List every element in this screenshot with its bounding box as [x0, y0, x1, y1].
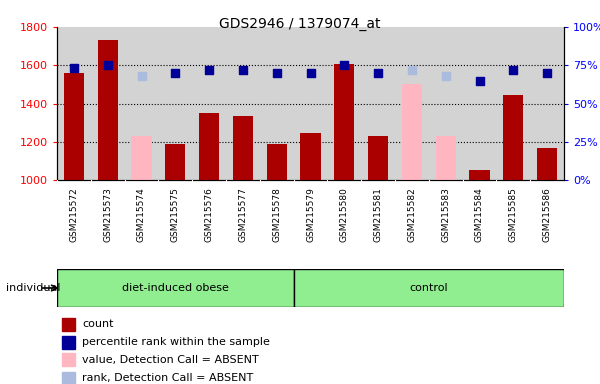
Text: GSM215582: GSM215582	[407, 187, 416, 242]
Bar	[62, 336, 75, 349]
Text: individual: individual	[6, 283, 61, 293]
Bar	[165, 144, 185, 180]
Bar	[98, 40, 118, 180]
Bar	[62, 353, 75, 366]
Bar	[469, 170, 490, 180]
Text: rank, Detection Call = ABSENT: rank, Detection Call = ABSENT	[82, 373, 254, 383]
Text: percentile rank within the sample: percentile rank within the sample	[82, 338, 270, 348]
Bar	[62, 318, 75, 331]
Point	[204, 67, 214, 73]
Bar	[503, 95, 523, 180]
Point	[340, 62, 349, 68]
Bar	[436, 136, 456, 180]
Text: GSM215579: GSM215579	[306, 187, 315, 242]
Point	[272, 70, 281, 76]
Bar	[293, 269, 564, 307]
Text: GDS2946 / 1379074_at: GDS2946 / 1379074_at	[219, 17, 381, 31]
Bar	[62, 372, 75, 384]
Text: GSM215577: GSM215577	[238, 187, 247, 242]
Text: GSM215575: GSM215575	[171, 187, 180, 242]
Bar	[233, 116, 253, 180]
Text: GSM215580: GSM215580	[340, 187, 349, 242]
Text: control: control	[409, 283, 448, 293]
Point	[170, 70, 180, 76]
Text: GSM215572: GSM215572	[70, 187, 79, 242]
Bar	[131, 136, 152, 180]
Bar	[368, 136, 388, 180]
Point	[137, 73, 146, 79]
Point	[542, 70, 552, 76]
Text: GSM215586: GSM215586	[542, 187, 551, 242]
Point	[508, 67, 518, 73]
Text: GSM215581: GSM215581	[374, 187, 383, 242]
Point	[407, 67, 416, 73]
Bar	[266, 144, 287, 180]
Point	[441, 73, 451, 79]
Text: value, Detection Call = ABSENT: value, Detection Call = ABSENT	[82, 355, 259, 365]
Bar	[301, 134, 320, 180]
Text: diet-induced obese: diet-induced obese	[122, 283, 229, 293]
Point	[373, 70, 383, 76]
Text: GSM215573: GSM215573	[103, 187, 112, 242]
Point	[103, 62, 113, 68]
Point	[69, 65, 79, 71]
Bar	[64, 73, 84, 180]
Text: GSM215578: GSM215578	[272, 187, 281, 242]
Point	[306, 70, 316, 76]
Text: GSM215584: GSM215584	[475, 187, 484, 242]
Text: GSM215574: GSM215574	[137, 187, 146, 242]
Text: count: count	[82, 319, 114, 329]
Bar	[402, 84, 422, 180]
Point	[238, 67, 248, 73]
Text: GSM215576: GSM215576	[205, 187, 214, 242]
Bar	[334, 64, 355, 180]
Bar	[57, 269, 293, 307]
Bar	[199, 113, 219, 180]
Text: GSM215585: GSM215585	[509, 187, 518, 242]
Text: GSM215583: GSM215583	[441, 187, 450, 242]
Bar	[537, 148, 557, 180]
Point	[475, 78, 484, 84]
